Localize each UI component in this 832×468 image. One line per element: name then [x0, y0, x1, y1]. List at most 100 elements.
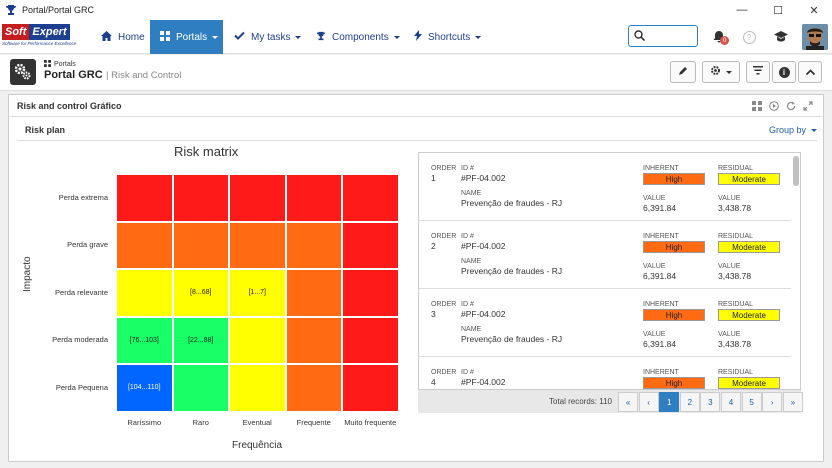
matrix-cell[interactable]: [8...68]: [172, 269, 229, 317]
matrix-cell[interactable]: [342, 174, 399, 222]
residual-value: 3,438.78: [718, 203, 752, 213]
matrix-cell[interactable]: [285, 316, 342, 364]
first-page-button[interactable]: «: [618, 392, 638, 412]
matrix-cell[interactable]: [229, 221, 286, 269]
grid-view-icon[interactable]: [751, 100, 763, 112]
matrix-cell[interactable]: [22...88]: [172, 316, 229, 364]
nav-components[interactable]: Components: [316, 20, 400, 54]
column-label: Eventual: [242, 418, 272, 427]
grid-icon: [160, 30, 170, 44]
matrix-cell[interactable]: [285, 221, 342, 269]
trophy-icon: [4, 3, 18, 17]
residual-badge: Moderate: [718, 309, 780, 321]
row-label: Perda extrema: [58, 192, 108, 202]
matrix-cell[interactable]: [116, 174, 173, 222]
x-axis-label: Frequência: [232, 440, 283, 451]
last-page-button[interactable]: »: [782, 392, 803, 412]
info-button[interactable]: i: [772, 61, 796, 83]
matrix-cell[interactable]: [342, 221, 399, 269]
logo-tagline: Software for Performance Excellence: [2, 41, 77, 46]
pagination-bar: Total records: 110 «‹ 1 2 3 4 5 ›»: [418, 389, 803, 413]
chevron-down-icon: [393, 35, 400, 39]
matrix-cell[interactable]: [1...7]: [229, 269, 286, 317]
records-scrollbar[interactable]: [792, 154, 800, 384]
row-label: Perda Pequena: [55, 382, 108, 392]
sub-header: Risk plan Group by: [17, 117, 817, 141]
nav-shortcuts[interactable]: Shortcuts: [414, 20, 486, 54]
order-value: 1: [431, 173, 436, 183]
id-label: ID #: [461, 165, 474, 172]
group-by-dropdown[interactable]: Group by: [769, 125, 817, 135]
settings-button[interactable]: [702, 61, 740, 83]
home-icon: [101, 30, 112, 44]
nav-my-tasks[interactable]: My tasks: [234, 20, 306, 54]
matrix-cell[interactable]: [342, 269, 399, 317]
inherent-value: 6,391.84: [643, 339, 677, 349]
prev-page-button[interactable]: ‹: [638, 392, 659, 412]
matrix-cell[interactable]: [172, 221, 229, 269]
notification-badge: 0: [720, 36, 729, 45]
matrix-cell[interactable]: [172, 174, 229, 222]
matrix-cell[interactable]: [229, 364, 286, 412]
filter-lines-icon: [753, 66, 763, 78]
order-label: ORDER: [431, 233, 457, 240]
next-page-button[interactable]: ›: [762, 392, 783, 412]
id-label: ID #: [461, 301, 474, 308]
refresh-icon[interactable]: [785, 100, 797, 112]
inherent-label: INHERENT: [643, 301, 679, 308]
record-card[interactable]: ORDER 1 ID # #PF-04.002 INHERENT RESIDUAL NAME…: [419, 153, 791, 221]
matrix-cell[interactable]: [342, 316, 399, 364]
softexpert-logo[interactable]: Soft Expert Software for Performance Exc…: [2, 24, 86, 50]
value-label: VALUE: [643, 195, 666, 202]
avatar[interactable]: [802, 24, 828, 50]
page-button[interactable]: 2: [679, 392, 700, 412]
filter-button[interactable]: [746, 61, 770, 83]
minimize-button[interactable]: —: [736, 4, 748, 16]
pencil-icon: [678, 66, 688, 79]
page-button[interactable]: 1: [659, 392, 680, 412]
help-button[interactable]: ?: [740, 28, 758, 46]
record-card[interactable]: ORDER 3 ID # #PF-04.002 INHERENT RESIDUAL NAME…: [419, 289, 791, 357]
matrix-cell[interactable]: [285, 364, 342, 412]
inherent-label: INHERENT: [643, 369, 679, 376]
matrix-cell[interactable]: [76...103]: [116, 316, 173, 364]
nav-home[interactable]: Home: [92, 20, 148, 54]
page-button[interactable]: 3: [700, 392, 721, 412]
expand-icon[interactable]: [802, 100, 814, 112]
collapse-button[interactable]: [798, 61, 822, 83]
chevron-down-icon: [811, 128, 817, 132]
matrix-cell[interactable]: [172, 364, 229, 412]
matrix-cell[interactable]: [229, 174, 286, 222]
breadcrumb[interactable]: Portals: [44, 60, 76, 69]
chevron-down-icon: [726, 70, 732, 74]
chevron-down-icon: [212, 35, 219, 39]
search-input[interactable]: [628, 25, 698, 47]
nav-my-tasks-label: My tasks: [251, 31, 291, 43]
notification-button[interactable]: 0: [710, 28, 729, 46]
scrollbar-thumb[interactable]: [793, 156, 799, 186]
play-icon[interactable]: [768, 100, 780, 112]
nav-shortcuts-label: Shortcuts: [428, 31, 471, 43]
value-label: VALUE: [718, 263, 741, 270]
matrix-cell[interactable]: [285, 174, 342, 222]
matrix-cell[interactable]: [285, 269, 342, 317]
page-button[interactable]: 4: [721, 392, 741, 412]
matrix-cell[interactable]: [342, 364, 399, 412]
nav-components-label: Components: [332, 31, 389, 43]
maximize-button[interactable]: ☐: [773, 4, 783, 17]
record-card[interactable]: ORDER 4 ID # #PF-04.002 INHERENT RESIDUAL High…: [419, 357, 791, 411]
value-label: VALUE: [643, 263, 666, 270]
record-card[interactable]: ORDER 2 ID # #PF-04.002 INHERENT RESIDUAL NAME…: [419, 221, 791, 289]
matrix-cell[interactable]: [104...110]: [116, 364, 173, 412]
value-label: VALUE: [643, 331, 666, 338]
residual-badge: Moderate: [718, 377, 780, 389]
page-button[interactable]: 5: [741, 392, 762, 412]
edit-button[interactable]: [670, 61, 696, 83]
matrix-cell[interactable]: [116, 221, 173, 269]
nav-portals[interactable]: Portals: [150, 20, 223, 54]
matrix-cell[interactable]: [229, 316, 286, 364]
graduation-button[interactable]: [772, 28, 790, 46]
panel-header: Risk and control Gráfico: [9, 95, 823, 117]
close-button[interactable]: ✕: [809, 4, 819, 17]
matrix-cell[interactable]: [116, 269, 173, 317]
